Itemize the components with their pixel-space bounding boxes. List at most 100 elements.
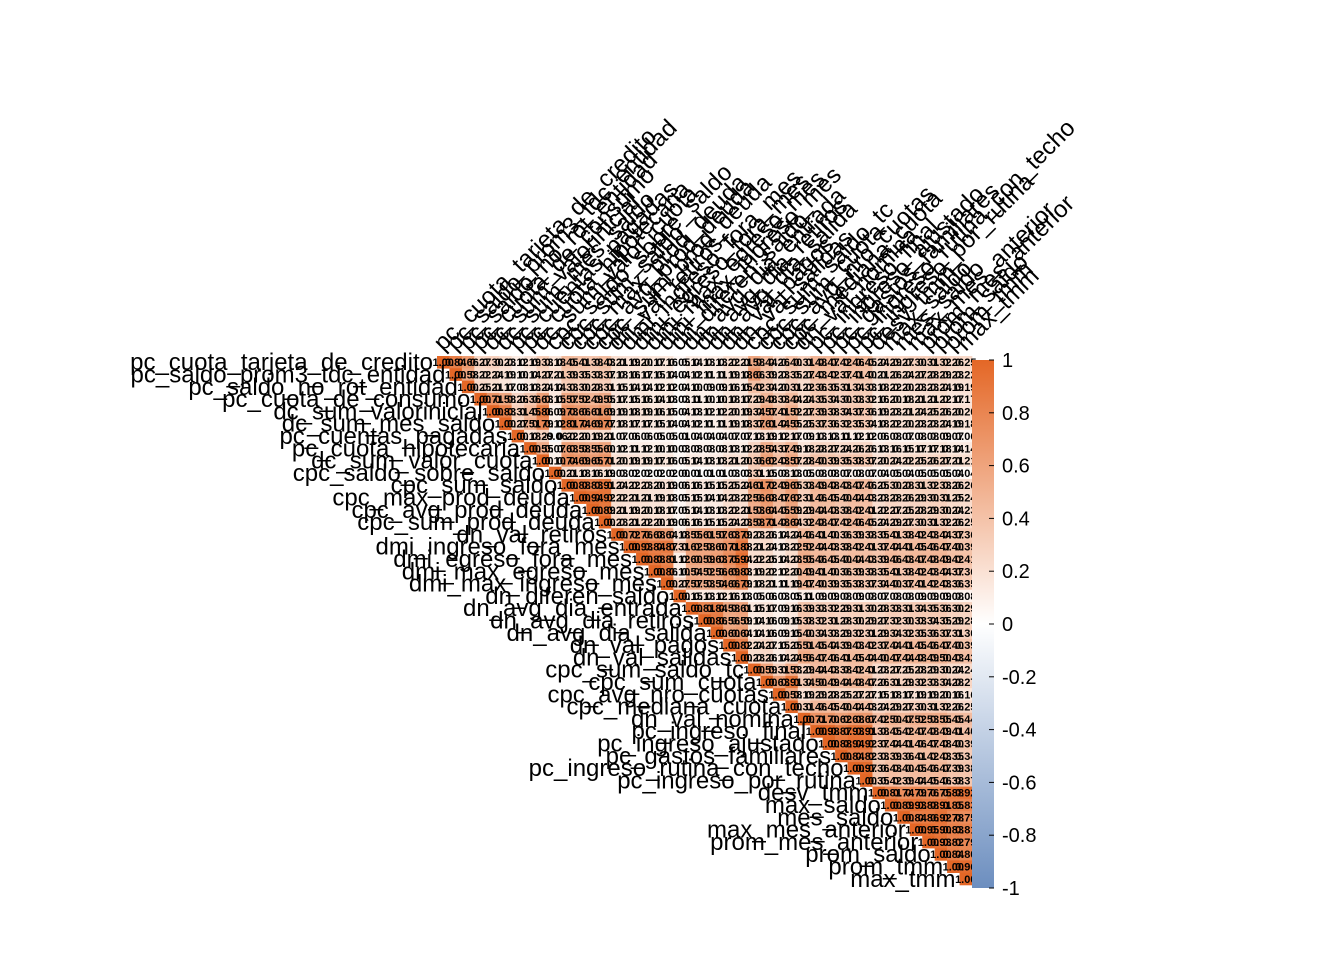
heatmap-cell xyxy=(735,454,749,468)
heatmap-cell xyxy=(847,577,861,591)
heatmap-cell xyxy=(748,638,761,652)
heatmap-cell xyxy=(847,515,861,529)
heatmap-cell xyxy=(486,405,500,418)
heatmap-cell xyxy=(660,503,674,517)
heatmap-cell xyxy=(685,503,699,517)
heatmap-cell xyxy=(822,528,836,541)
heatmap-cell xyxy=(810,368,823,381)
heatmap-cell xyxy=(698,429,712,443)
heatmap-cell xyxy=(797,503,811,517)
heatmap-cell xyxy=(847,761,861,775)
heatmap-cell xyxy=(623,515,637,529)
heatmap-cell xyxy=(685,454,699,468)
heatmap-cell xyxy=(772,565,786,578)
heatmap-cell xyxy=(872,380,886,394)
heatmap-cell xyxy=(524,429,537,443)
heatmap-cell xyxy=(748,503,761,517)
heatmap-cell xyxy=(835,651,848,664)
heatmap-cell xyxy=(636,503,649,517)
heatmap-cell xyxy=(536,417,550,431)
heatmap-cell xyxy=(735,626,749,640)
colorbar-tick-label: -0.6 xyxy=(1002,772,1036,794)
heatmap-cell xyxy=(685,356,699,369)
heatmap-cell xyxy=(524,417,537,431)
heatmap-cell xyxy=(760,552,774,566)
heatmap-cell xyxy=(785,626,799,640)
heatmap-cell xyxy=(660,577,674,591)
heatmap-cell xyxy=(623,466,637,480)
heatmap-cell xyxy=(735,589,749,603)
heatmap-cell xyxy=(797,589,811,603)
heatmap-cell xyxy=(822,356,836,369)
heatmap-cell xyxy=(810,614,823,627)
heatmap-cell xyxy=(673,515,687,529)
heatmap-cell xyxy=(623,454,637,468)
heatmap-cell xyxy=(847,651,861,664)
heatmap-cell xyxy=(797,565,811,578)
heatmap-cell xyxy=(685,368,699,381)
heatmap-cell xyxy=(797,700,811,714)
heatmap-cell xyxy=(760,565,774,578)
heatmap-cell xyxy=(660,454,674,468)
heatmap-cell xyxy=(785,479,799,492)
heatmap-cell xyxy=(611,491,624,504)
heatmap-cell xyxy=(636,466,649,480)
heatmap-cell xyxy=(760,577,774,591)
heatmap-cell xyxy=(772,675,786,689)
heatmap-cell xyxy=(710,356,724,369)
heatmap-cell xyxy=(860,761,873,775)
heatmap-cell xyxy=(810,602,823,615)
heatmap-cell xyxy=(735,479,749,492)
heatmap-cell xyxy=(561,405,575,418)
heatmap-cell xyxy=(785,503,799,517)
heatmap-cell xyxy=(598,356,612,369)
heatmap-cell xyxy=(748,565,761,578)
heatmap-cell xyxy=(772,503,786,517)
heatmap-cell xyxy=(860,663,873,677)
heatmap-cell xyxy=(611,479,624,492)
heatmap-cell xyxy=(586,368,600,381)
heatmap-cell xyxy=(710,503,724,517)
heatmap-cell xyxy=(748,417,761,431)
heatmap-cell xyxy=(810,552,823,566)
heatmap-cell xyxy=(748,368,761,381)
heatmap-cell xyxy=(810,700,823,714)
heatmap-cell xyxy=(772,651,786,664)
heatmap-cell xyxy=(735,405,749,418)
colorbar-tick-label: 0.8 xyxy=(1002,403,1030,425)
heatmap-cell xyxy=(760,528,774,541)
heatmap-cell xyxy=(561,392,575,406)
heatmap-cell xyxy=(860,774,873,787)
heatmap-cell xyxy=(748,491,761,504)
heatmap-cell xyxy=(698,380,712,394)
heatmap-cell xyxy=(623,392,637,406)
heatmap-cell xyxy=(723,356,736,369)
heatmap-cell xyxy=(785,688,799,701)
heatmap-cell xyxy=(748,528,761,541)
heatmap-cell xyxy=(685,577,699,591)
heatmap-cell xyxy=(698,442,712,455)
heatmap-cell xyxy=(772,368,786,381)
heatmap-cell xyxy=(524,442,537,455)
heatmap-cell xyxy=(822,405,836,418)
heatmap-cell xyxy=(835,614,848,627)
heatmap-cell xyxy=(785,565,799,578)
heatmap-cell xyxy=(735,368,749,381)
heatmap-cell xyxy=(723,442,736,455)
heatmap-cell xyxy=(660,405,674,418)
heatmap-cell xyxy=(872,405,886,418)
heatmap-cell xyxy=(785,638,799,652)
heatmap-cell xyxy=(822,589,836,603)
heatmap-cell xyxy=(660,540,674,554)
heatmap-cell xyxy=(660,479,674,492)
heatmap-cell xyxy=(698,602,712,615)
heatmap-cell xyxy=(835,552,848,566)
heatmap-cell xyxy=(822,466,836,480)
heatmap-cell xyxy=(710,602,724,615)
heatmap-cell xyxy=(561,479,575,492)
heatmap-cell xyxy=(872,368,886,381)
heatmap-cell xyxy=(772,602,786,615)
heatmap-cell xyxy=(847,466,861,480)
heatmap-cell xyxy=(648,466,662,480)
